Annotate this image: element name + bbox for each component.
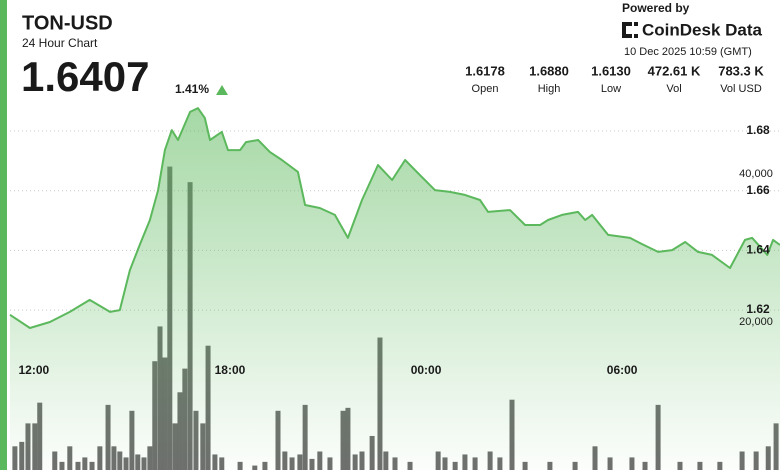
price-area bbox=[10, 108, 780, 470]
stat-value: 1.6130 bbox=[591, 63, 631, 78]
subtitle: 24 Hour Chart bbox=[22, 36, 98, 50]
timestamp: 10 Dec 2025 10:59 (GMT) bbox=[624, 46, 752, 58]
x-tick-label: 12:00 bbox=[19, 363, 50, 377]
stat-label: High bbox=[538, 83, 561, 95]
y-tick-label: 1.68 bbox=[746, 123, 770, 137]
stat-label: Open bbox=[472, 83, 499, 95]
brand: CoinDesk Data bbox=[642, 20, 763, 39]
y2-tick-label: 20,000 bbox=[739, 316, 773, 328]
change: 1.41% bbox=[175, 82, 209, 96]
plot-area: 1.62 1.64 1.66 1.68 20,000 40,000 12:00 18:00 00… bbox=[9, 107, 780, 470]
y-tick-label: 1.66 bbox=[746, 183, 770, 197]
accent-stripe bbox=[0, 0, 7, 470]
stat-value: 783.3 K bbox=[718, 63, 764, 78]
logo-icon bbox=[622, 22, 638, 38]
price-line bbox=[9, 107, 780, 329]
y2-tick-label: 40,000 bbox=[739, 168, 773, 180]
x-tick-label: 06:00 bbox=[607, 363, 638, 377]
stat-label: Vol USD bbox=[720, 83, 762, 95]
price: 1.6407 bbox=[21, 53, 149, 100]
stat-label: Low bbox=[601, 83, 621, 95]
powered-by: Powered by bbox=[622, 1, 690, 15]
up-arrow bbox=[216, 85, 228, 95]
symbol: TON-USD bbox=[22, 12, 113, 34]
stat-value: 1.6178 bbox=[465, 63, 505, 78]
y-tick-label: 1.64 bbox=[746, 243, 770, 257]
stats: 1.6178 Open 1.6880 High 1.6130 Low 472.61 K Vol… bbox=[465, 63, 764, 94]
stat-value: 472.61 K bbox=[648, 63, 701, 78]
stat-value: 1.6880 bbox=[529, 63, 569, 78]
stat-label: Vol bbox=[666, 83, 681, 95]
x-tick-label: 18:00 bbox=[215, 363, 246, 377]
y-tick-label: 1.62 bbox=[746, 302, 770, 316]
x-tick-label: 00:00 bbox=[411, 363, 442, 377]
